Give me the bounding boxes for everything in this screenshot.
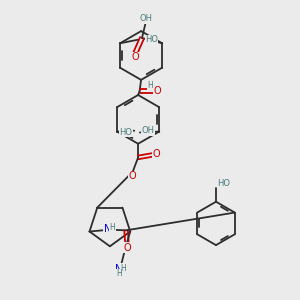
Text: O: O <box>154 86 161 96</box>
Text: N: N <box>104 224 111 234</box>
Text: H: H <box>147 81 153 90</box>
Text: HO: HO <box>119 128 133 137</box>
Text: OH: OH <box>142 126 155 135</box>
Text: O: O <box>129 171 136 181</box>
Text: H: H <box>110 223 115 232</box>
Text: OH: OH <box>140 14 153 23</box>
Text: HO: HO <box>145 35 158 44</box>
Text: H: H <box>120 264 126 273</box>
Text: O: O <box>124 243 131 253</box>
Text: N: N <box>115 264 122 274</box>
Text: HO: HO <box>218 179 230 188</box>
Text: O: O <box>131 52 139 62</box>
Text: H: H <box>116 269 122 278</box>
Text: O: O <box>152 149 160 159</box>
